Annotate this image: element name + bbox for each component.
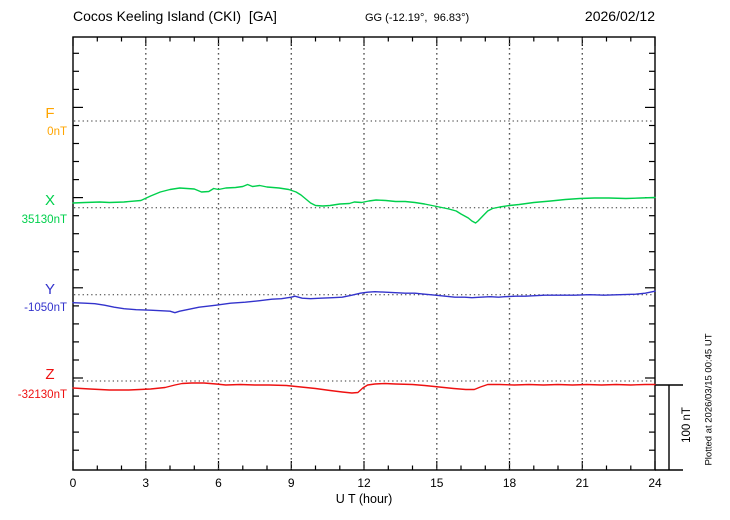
x-tick-label: 3	[142, 476, 150, 490]
x-tick-label: 0	[69, 476, 77, 490]
series-baseline-f: 0nT	[47, 126, 67, 138]
x-tick-label: 15	[430, 476, 444, 490]
geographic-coordinates: GG (-12.19°, 96.83°)	[365, 12, 470, 24]
series-baseline-x: 35130nT	[21, 214, 67, 226]
x-tick-label: 24	[648, 476, 662, 490]
x-tick-label: 9	[287, 476, 295, 490]
series-baseline-z: -32130nT	[17, 389, 67, 401]
series-label-f: F	[45, 105, 55, 122]
series-label-x: X	[44, 192, 55, 209]
x-tick-label: 6	[215, 476, 222, 490]
plotted-timestamp-note: Plotted at 2026/03/15 00:45 UT	[703, 333, 715, 466]
scale-bar-label: 100 nT	[681, 407, 693, 443]
series-baseline-y: -1050nT	[24, 302, 67, 314]
series-label-z: Z	[45, 366, 55, 383]
series-label-y: Y	[44, 281, 55, 298]
x-tick-label: 18	[502, 476, 517, 490]
x-axis-title: U T (hour)	[335, 492, 393, 506]
station-title: Cocos Keeling Island (CKI) [GA]	[73, 8, 277, 24]
plot-date: 2026/02/12	[584, 8, 655, 24]
x-tick-label: 12	[357, 476, 371, 490]
x-tick-label: 21	[575, 476, 589, 490]
